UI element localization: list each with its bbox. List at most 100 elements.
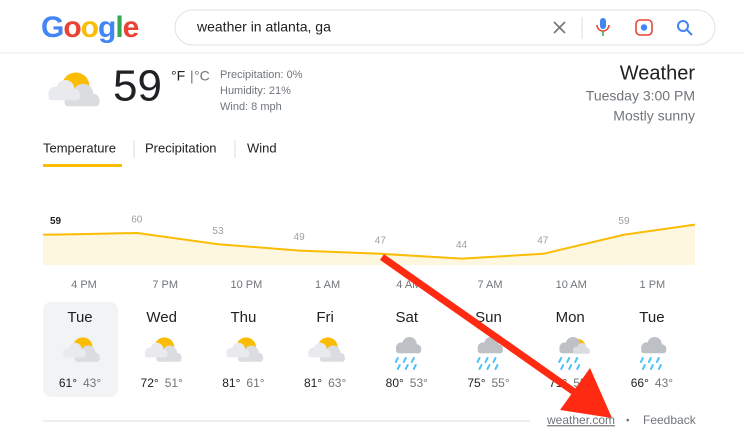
logo-letter: l [115, 11, 122, 44]
value-label: 47 [537, 235, 549, 246]
logo-letter: o [81, 11, 99, 44]
rain-drop [576, 364, 581, 370]
search-query[interactable]: weather in atlanta, ga [196, 19, 331, 35]
summary-condition: Mostly sunny [613, 108, 695, 124]
cloud [238, 356, 264, 362]
rain-drop [641, 364, 646, 370]
rain-drop [657, 364, 662, 370]
rain-drop [486, 364, 491, 370]
cloud [308, 352, 331, 358]
logo-letter: e [123, 11, 139, 44]
tab[interactable]: Temperature [43, 140, 116, 155]
rain-drop [574, 357, 579, 363]
area-edge [43, 224, 695, 265]
day-high: 72° [141, 376, 159, 390]
x-tick-label: 1 PM [640, 279, 666, 291]
x-tick-label: 10 PM [231, 279, 263, 291]
rain-drop [639, 357, 644, 363]
footer-dot: • [626, 416, 630, 427]
day-card[interactable]: Sat 80° 53° [386, 309, 429, 390]
value-label: 49 [294, 232, 306, 243]
day-low: 43° [83, 376, 101, 390]
cloud [396, 347, 422, 354]
day-name: Sat [396, 309, 419, 326]
line-edge [43, 223, 696, 236]
value-label: 59 [618, 216, 630, 227]
line [55, 231, 625, 260]
humidity: Humidity: 21% [220, 85, 291, 97]
cloud [226, 352, 250, 358]
rain-drop [402, 357, 407, 363]
unit-f[interactable]: °F [171, 68, 185, 84]
current-icon [48, 72, 100, 107]
day-card[interactable]: Tue 66° 43° [631, 309, 674, 390]
tab[interactable]: Precipitation [145, 140, 217, 155]
day-low: 63° [328, 376, 346, 390]
cloud [48, 93, 80, 101]
daily-forecast: Tue 61° 43° Wed 72° 51° Thu 81° 61° Fri 81° 63° Sat 8… [43, 302, 673, 397]
cloud [477, 347, 503, 354]
cloud [156, 356, 182, 362]
cloud [573, 350, 590, 354]
rain-drop [410, 357, 415, 363]
day-card[interactable]: Fri 81° 63° [304, 309, 347, 390]
day-low: 61° [246, 376, 264, 390]
rain-drop [558, 357, 563, 363]
cloud [74, 356, 100, 362]
day-card[interactable]: Wed 72° 51° [141, 309, 184, 390]
day-name: Sun [475, 309, 502, 326]
rain-drop [568, 364, 573, 370]
rain-drop [476, 357, 481, 363]
search-box[interactable] [174, 9, 716, 46]
area [56, 233, 625, 265]
rain-drop [494, 364, 499, 370]
day-low: 53° [410, 376, 428, 390]
rain-drop [655, 357, 660, 363]
x-tick-label: 7 PM [152, 279, 178, 291]
rain-drop [404, 364, 409, 370]
feedback-link[interactable]: Feedback [643, 413, 697, 427]
clear-icon[interactable] [553, 21, 566, 34]
x-tick-label: 1 AM [315, 279, 340, 291]
cloud [144, 352, 168, 358]
value-label: 60 [131, 215, 143, 226]
summary-title: Weather [620, 62, 696, 84]
cloud [641, 347, 667, 354]
cloud [63, 352, 86, 358]
day-card[interactable]: Tue 61° 43° [43, 302, 118, 397]
day-high: 81° [222, 376, 240, 390]
annotation-arrow [379, 254, 612, 418]
rain-drop [492, 357, 497, 363]
search-icon[interactable] [677, 20, 693, 36]
logo-letter: g [98, 11, 115, 44]
source-link[interactable]: weather.com [546, 413, 615, 427]
day-high: 75° [467, 376, 485, 390]
rain-drop [649, 364, 654, 370]
day-card[interactable]: Thu 81° 61° [222, 309, 265, 390]
current-temperature: 59 [113, 62, 162, 111]
x-tick-label: 10 AM [556, 279, 587, 291]
voice-icon[interactable] [596, 18, 610, 36]
rain-drop [566, 357, 571, 363]
day-high: 66° [631, 376, 649, 390]
rain-drop [560, 364, 565, 370]
value-label: 44 [456, 240, 468, 251]
value-label: 59 [50, 216, 62, 227]
day-high: 61° [59, 376, 77, 390]
tab[interactable]: Wind [247, 140, 277, 155]
google-logo[interactable]: Google [41, 11, 140, 44]
day-name: Tue [67, 309, 92, 326]
logo-letter: G [41, 11, 63, 44]
summary-time: Tuesday 3:00 PM [586, 88, 695, 104]
unit-c[interactable]: °C [194, 68, 210, 84]
day-low: 55° [492, 376, 510, 390]
day-card[interactable]: Sun 75° 55° [467, 309, 510, 390]
cloud [64, 98, 100, 107]
lens-icon[interactable] [635, 19, 653, 36]
x-tick-label: 4 PM [71, 279, 97, 291]
rain-drop [478, 364, 483, 370]
rain-drop [412, 364, 417, 370]
